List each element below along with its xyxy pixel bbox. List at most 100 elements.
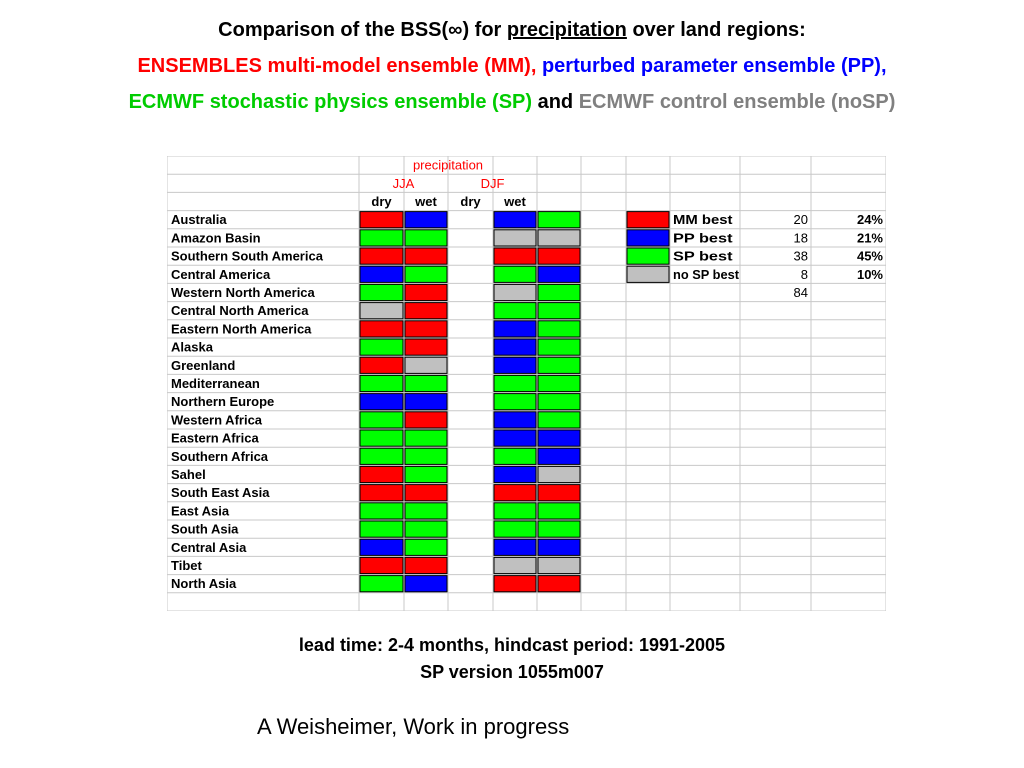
cell-PP bbox=[493, 411, 537, 429]
cell-MM bbox=[404, 320, 448, 338]
cell-MM bbox=[359, 484, 404, 502]
cell-MM bbox=[359, 356, 404, 374]
cell-MM bbox=[404, 411, 448, 429]
region-label: Central Asia bbox=[171, 540, 247, 555]
region-label: Greenland bbox=[171, 358, 235, 373]
cell-SP bbox=[537, 211, 581, 229]
cell-MM bbox=[537, 484, 581, 502]
legend-label: MM best bbox=[673, 212, 733, 227]
cell-PP bbox=[404, 393, 448, 411]
cell-MM bbox=[493, 484, 537, 502]
cell-PP bbox=[359, 538, 404, 556]
cell-MM bbox=[493, 575, 537, 593]
cell-MM bbox=[359, 247, 404, 265]
cell-SP bbox=[359, 283, 404, 302]
cell-PP bbox=[493, 429, 537, 447]
cell-noSP bbox=[537, 465, 581, 484]
cell-SP bbox=[493, 265, 537, 283]
title-pp: perturbed parameter ensemble (PP), bbox=[541, 55, 887, 77]
caption-line-1: lead time: 2-4 months, hindcast period: … bbox=[298, 635, 726, 655]
cell-noSP bbox=[493, 283, 537, 302]
title-line-2: ENSEMBLES multi-model ensemble (MM), per… bbox=[0, 48, 1024, 84]
cell-SP bbox=[537, 302, 581, 320]
region-label: East Asia bbox=[171, 503, 230, 518]
title-and: and bbox=[537, 91, 574, 113]
legend-count: 8 bbox=[801, 267, 808, 282]
cell-SP bbox=[359, 338, 404, 356]
region-label: Northern Europe bbox=[171, 394, 274, 409]
cell-SP bbox=[404, 447, 448, 465]
subheader-wet: wet bbox=[414, 194, 437, 209]
legend-label: SP best bbox=[673, 249, 733, 264]
cell-SP bbox=[359, 229, 404, 247]
cell-SP bbox=[404, 229, 448, 247]
cell-SP bbox=[493, 447, 537, 465]
legend-percent: 21% bbox=[857, 230, 883, 245]
cell-SP bbox=[404, 429, 448, 447]
cell-SP bbox=[404, 538, 448, 556]
cell-PP bbox=[493, 320, 537, 338]
cell-SP bbox=[359, 502, 404, 520]
cell-MM bbox=[537, 575, 581, 593]
title-sp: ECMWF stochastic physics ensemble (SP) bbox=[128, 91, 533, 113]
region-label: South East Asia bbox=[171, 485, 270, 500]
cell-SP bbox=[537, 502, 581, 520]
cell-MM bbox=[493, 247, 537, 265]
cell-SP bbox=[493, 302, 537, 320]
header-djf: DJF bbox=[481, 176, 505, 191]
cell-MM bbox=[537, 247, 581, 265]
region-label: Western North America bbox=[171, 285, 316, 300]
region-label: South Asia bbox=[171, 522, 239, 537]
cell-SP bbox=[359, 374, 404, 393]
cell-MM bbox=[359, 556, 404, 575]
cell-PP bbox=[537, 429, 581, 447]
cell-SP bbox=[359, 520, 404, 538]
cell-SP bbox=[537, 356, 581, 374]
cell-SP bbox=[404, 465, 448, 484]
cell-SP bbox=[537, 374, 581, 393]
title-text-end: over land regions: bbox=[626, 19, 806, 41]
cell-PP bbox=[537, 447, 581, 465]
title-mm: ENSEMBLES multi-model ensemble (MM), bbox=[137, 55, 537, 77]
cell-noSP bbox=[404, 356, 448, 374]
cell-SP bbox=[404, 502, 448, 520]
cell-noSP bbox=[493, 229, 537, 247]
cell-SP bbox=[493, 374, 537, 393]
legend-percent: 24% bbox=[857, 212, 883, 227]
cell-noSP bbox=[537, 556, 581, 575]
region-label: Central America bbox=[171, 267, 271, 282]
cell-PP bbox=[404, 211, 448, 229]
cell-noSP bbox=[493, 556, 537, 575]
cell-PP bbox=[493, 211, 537, 229]
cell-SP bbox=[359, 447, 404, 465]
legend-label: PP best bbox=[673, 230, 733, 245]
region-label: Sahel bbox=[171, 467, 206, 482]
title-text: Comparison of the BSS(∞) for bbox=[218, 19, 507, 41]
cell-PP bbox=[404, 575, 448, 593]
subheader-dry: dry bbox=[460, 194, 481, 209]
credit-text: A Weisheimer, Work in progress bbox=[257, 714, 570, 739]
region-label: Southern Africa bbox=[171, 449, 269, 464]
cell-PP bbox=[359, 393, 404, 411]
title-line-1: Comparison of the BSS(∞) for precipitati… bbox=[0, 12, 1024, 48]
comparison-table: precipitation JJA DJF dry wet dry wet Australia… bbox=[167, 156, 886, 611]
legend-swatch bbox=[626, 229, 670, 247]
cell-MM bbox=[404, 283, 448, 302]
cell-PP bbox=[493, 465, 537, 484]
legend-count: 18 bbox=[794, 230, 808, 245]
cell-SP bbox=[537, 520, 581, 538]
cell-SP bbox=[404, 265, 448, 283]
cell-SP bbox=[493, 393, 537, 411]
title-underlined-word: precipitation bbox=[506, 19, 627, 41]
cell-MM bbox=[359, 465, 404, 484]
cell-SP bbox=[537, 338, 581, 356]
legend-label: no SP best bbox=[673, 267, 740, 282]
region-label: Central North America bbox=[171, 303, 309, 318]
title-block: Comparison of the BSS(∞) for precipitati… bbox=[0, 12, 1024, 120]
region-label: Australia bbox=[171, 212, 227, 227]
region-label: North Asia bbox=[171, 576, 237, 591]
cell-SP bbox=[537, 320, 581, 338]
legend-count: 38 bbox=[794, 249, 808, 264]
legend-swatch bbox=[626, 247, 670, 265]
